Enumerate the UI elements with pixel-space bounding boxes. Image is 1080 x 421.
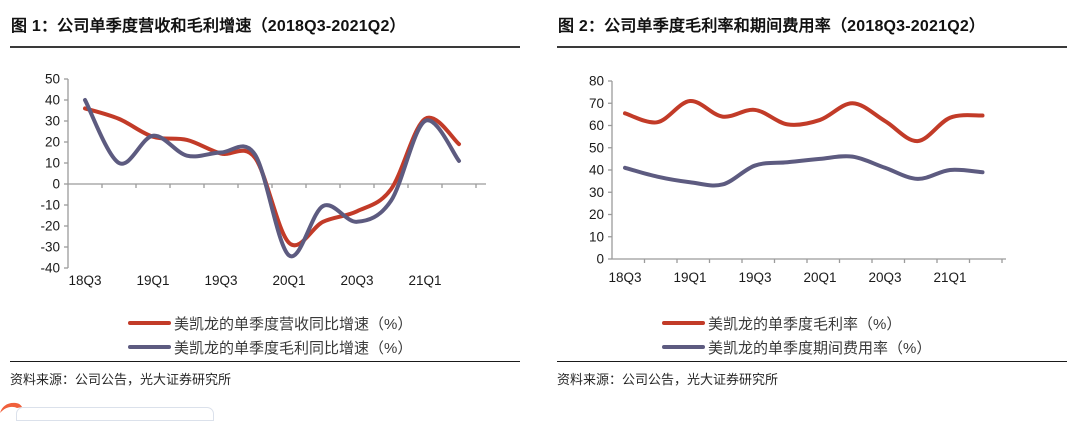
legend-item: 美凯龙的单季度期间费用率（%） (662, 335, 931, 359)
legend-label-gross-profit: 美凯龙的单季度毛利同比增速（%） (174, 339, 413, 357)
figure-1-title: 图 1：公司单季度营收和毛利增速（2018Q3-2021Q2） (10, 0, 520, 48)
svg-text:10: 10 (45, 156, 60, 171)
svg-text:19Q1: 19Q1 (136, 273, 169, 288)
legend-line-swatch-gross-margin (662, 321, 705, 325)
figure-1-legend: 美凯龙的单季度营收同比增速（%） 美凯龙的单季度毛利同比增速（%） (10, 311, 520, 359)
legend-item: 美凯龙的单季度毛利率（%） (662, 311, 901, 335)
svg-text:0: 0 (52, 177, 60, 192)
legend-line-swatch-expense-ratio (662, 345, 705, 349)
svg-text:-10: -10 (40, 198, 60, 213)
svg-text:30: 30 (589, 185, 604, 200)
svg-text:18Q3: 18Q3 (608, 270, 641, 285)
svg-text:40: 40 (45, 93, 60, 108)
legend-item: 美凯龙的单季度营收同比增速（%） (128, 311, 412, 335)
legend-label-gross-margin: 美凯龙的单季度毛利率（%） (708, 315, 902, 333)
legend-label-expense-ratio: 美凯龙的单季度期间费用率（%） (708, 339, 932, 357)
legend-line-swatch-gross-profit (128, 345, 171, 349)
svg-text:20Q3: 20Q3 (868, 270, 901, 285)
svg-text:0: 0 (596, 252, 604, 267)
svg-text:10: 10 (589, 229, 604, 244)
svg-text:21Q1: 21Q1 (933, 270, 966, 285)
legend-line-swatch-revenue (128, 321, 171, 325)
svg-text:-20: -20 (40, 219, 60, 234)
orange-swoosh-icon (0, 402, 22, 413)
svg-text:50: 50 (45, 72, 60, 87)
svg-text:20Q1: 20Q1 (803, 270, 836, 285)
svg-text:19Q3: 19Q3 (204, 273, 237, 288)
figure-2-line-chart: 0 10 20 30 40 50 60 70 80 18Q3 19Q1 19Q3 20Q1 20Q3 21Q… (589, 74, 1006, 285)
figure-2: 图 2：公司单季度毛利率和期间费用率（2018Q3-2021Q2） 0 10 20 3… (557, 0, 1067, 414)
svg-text:50: 50 (589, 140, 604, 155)
svg-text:18Q3: 18Q3 (68, 273, 101, 288)
svg-text:-30: -30 (40, 240, 60, 255)
svg-text:20Q1: 20Q1 (272, 273, 305, 288)
figure-2-source: 资料来源：公司公告，光大证券研究所 (557, 361, 1067, 388)
svg-text:80: 80 (589, 74, 604, 89)
legend-item: 美凯龙的单季度毛利同比增速（%） (128, 335, 412, 359)
svg-text:70: 70 (589, 96, 604, 111)
svg-text:20Q3: 20Q3 (340, 273, 373, 288)
cutoff-popup-box[interactable] (16, 407, 214, 421)
svg-text:-40: -40 (40, 261, 60, 276)
svg-text:21Q1: 21Q1 (408, 273, 441, 288)
svg-text:30: 30 (45, 114, 60, 129)
figure-2-title: 图 2：公司单季度毛利率和期间费用率（2018Q3-2021Q2） (557, 0, 1067, 48)
svg-text:60: 60 (589, 118, 604, 133)
svg-text:40: 40 (589, 163, 604, 178)
svg-text:20: 20 (589, 207, 604, 222)
svg-text:20: 20 (45, 135, 60, 150)
figure-1-line-chart: -40 -30 -20 -10 0 10 20 30 40 50 18Q3 19Q1 19Q3 20Q1 2… (40, 72, 486, 288)
legend-label-revenue: 美凯龙的单季度营收同比增速（%） (174, 315, 413, 333)
svg-text:19Q1: 19Q1 (673, 270, 706, 285)
figure-1: 图 1：公司单季度营收和毛利增速（2018Q3-2021Q2） -40 -30 -2… (10, 0, 520, 414)
figure-1-source: 资料来源：公司公告，光大证券研究所 (10, 361, 520, 388)
cutoff-popup[interactable] (0, 402, 230, 421)
svg-text:19Q3: 19Q3 (738, 270, 771, 285)
figure-2-legend: 美凯龙的单季度毛利率（%） 美凯龙的单季度期间费用率（%） (557, 311, 1067, 359)
